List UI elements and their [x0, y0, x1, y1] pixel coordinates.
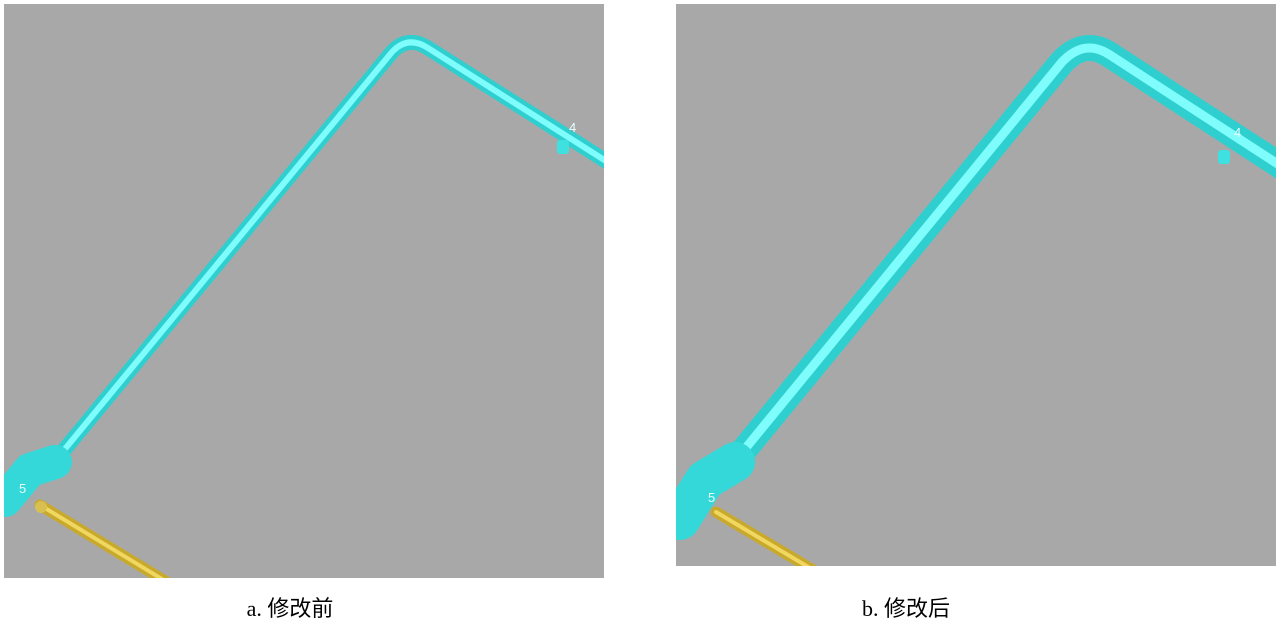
node-label: 5 — [708, 490, 715, 505]
caption: b. 修改后 — [862, 596, 950, 621]
viewport — [4, 4, 604, 578]
caption: a. 修改前 — [247, 596, 334, 621]
joint — [35, 501, 47, 513]
figure: 4 5 a. 修改前 4 5 b. 修改后 — [0, 0, 1280, 626]
nozzle — [557, 140, 569, 154]
panel-b: 4 5 b. 修改后 — [676, 4, 1280, 621]
node-label: 5 — [19, 481, 26, 496]
panel-a: 4 5 a. 修改前 — [4, 4, 620, 621]
page: 4 5 a. 修改前 4 5 b. 修改后 (() => { const dat… — [0, 0, 1280, 626]
node-label: 4 — [1234, 125, 1241, 140]
node-label: 4 — [569, 120, 576, 135]
viewport — [676, 4, 1276, 566]
nozzle — [1218, 150, 1230, 164]
